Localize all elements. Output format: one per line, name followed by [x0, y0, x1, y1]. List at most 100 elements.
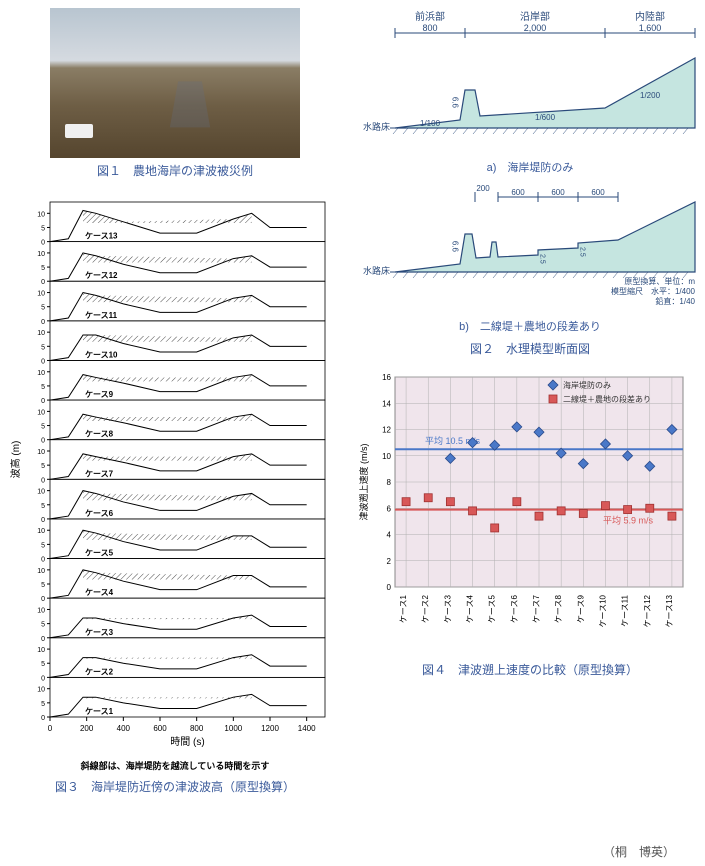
svg-text:16: 16: [382, 373, 391, 382]
svg-text:原型換算、単位：m: 原型換算、単位：m: [624, 276, 695, 286]
svg-text:0: 0: [41, 477, 45, 484]
svg-text:0: 0: [41, 319, 45, 326]
svg-text:5: 5: [41, 661, 45, 668]
fig1-caption: 図１ 農地海岸の津波被災例: [5, 162, 345, 179]
svg-text:ケース11: ケース11: [85, 311, 118, 320]
svg-text:10: 10: [37, 489, 45, 496]
svg-text:200: 200: [476, 184, 490, 193]
svg-text:6: 6: [387, 504, 392, 513]
fig2b-subcaption: b) 二線堤＋農地の段差あり: [355, 318, 705, 334]
fig2a-diagram: 前浜部 沿岸部 内陸部 800 2,000 1,600 水路床 1/100 6.6 1/600 1/…: [360, 8, 700, 151]
svg-text:ケース1: ケース1: [85, 707, 114, 716]
svg-text:10: 10: [37, 291, 45, 298]
svg-text:0: 0: [41, 596, 45, 603]
svg-text:0: 0: [41, 438, 45, 445]
svg-text:0: 0: [41, 557, 45, 564]
svg-text:600: 600: [591, 188, 605, 197]
svg-text:10: 10: [382, 452, 391, 461]
svg-text:0: 0: [41, 675, 45, 682]
svg-text:水路床: 水路床: [363, 121, 390, 132]
svg-text:2: 2: [387, 557, 392, 566]
svg-text:1/100: 1/100: [420, 119, 441, 128]
svg-text:ケース7: ケース7: [532, 594, 541, 623]
svg-text:ケース11: ケース11: [621, 594, 630, 626]
svg-text:1/200: 1/200: [640, 91, 661, 100]
svg-text:5: 5: [41, 265, 45, 272]
fig3-chart: 0510ケース130510ケース120510ケース110510ケース100510…: [5, 197, 335, 757]
svg-text:ケース10: ケース10: [85, 350, 118, 359]
svg-text:ケース1: ケース1: [399, 594, 408, 623]
fig2a-subcaption: a) 海岸堤防のみ: [355, 159, 705, 175]
svg-text:2.5: 2.5: [579, 247, 586, 257]
svg-text:平均 5.9 m/s: 平均 5.9 m/s: [603, 515, 654, 526]
svg-text:1400: 1400: [298, 724, 316, 733]
svg-text:600: 600: [511, 188, 525, 197]
svg-text:800: 800: [190, 724, 204, 733]
svg-text:5: 5: [41, 701, 45, 708]
svg-text:5: 5: [41, 463, 45, 470]
svg-text:模型縮尺 水平：1/400: 模型縮尺 水平：1/400: [611, 286, 696, 296]
svg-text:1/600: 1/600: [535, 113, 556, 122]
svg-text:5: 5: [41, 542, 45, 549]
svg-text:0: 0: [41, 358, 45, 365]
svg-text:10: 10: [37, 251, 45, 258]
svg-text:ケース10: ケース10: [598, 594, 607, 627]
svg-text:5: 5: [41, 622, 45, 629]
svg-text:ケース3: ケース3: [85, 628, 114, 637]
svg-text:800: 800: [422, 23, 437, 33]
svg-text:14: 14: [382, 399, 391, 408]
svg-text:10: 10: [37, 409, 45, 416]
svg-text:ケース13: ケース13: [85, 232, 118, 241]
svg-text:10: 10: [37, 568, 45, 575]
svg-text:6.6: 6.6: [451, 97, 460, 109]
svg-text:ケース5: ケース5: [85, 549, 114, 558]
svg-text:ケース12: ケース12: [85, 271, 118, 280]
svg-text:5: 5: [41, 305, 45, 312]
svg-text:0: 0: [41, 715, 45, 722]
fig3-footnote: 斜線部は、海岸堤防を越流している時間を示す: [5, 759, 345, 772]
svg-text:10: 10: [37, 607, 45, 614]
svg-text:5: 5: [41, 424, 45, 431]
svg-text:内陸部: 内陸部: [635, 10, 665, 23]
svg-text:0: 0: [41, 517, 45, 524]
svg-text:10: 10: [37, 449, 45, 456]
svg-text:ケース4: ケース4: [466, 594, 475, 623]
svg-text:ケース12: ケース12: [643, 594, 652, 627]
svg-text:沿岸部: 沿岸部: [520, 10, 550, 23]
svg-text:0: 0: [41, 636, 45, 643]
svg-text:12: 12: [382, 426, 391, 435]
fig4-caption: 図４ 津波遡上速度の比較（原型換算）: [355, 661, 705, 678]
svg-text:ケース8: ケース8: [554, 594, 563, 623]
svg-text:水路床: 水路床: [363, 265, 390, 276]
svg-text:600: 600: [153, 724, 167, 733]
fig4-chart: 0246810121416平均 10.5 m/s平均 5.9 m/sケース1ケー…: [355, 367, 695, 657]
fig2b-diagram: 200600600600水路床6.62.52.5原型換算、単位：m模型縮尺 水平…: [360, 177, 700, 310]
svg-text:5: 5: [41, 384, 45, 391]
svg-text:前浜部: 前浜部: [415, 10, 445, 23]
svg-text:5: 5: [41, 582, 45, 589]
svg-text:時間 (s): 時間 (s): [170, 736, 204, 748]
svg-text:ケース4: ケース4: [85, 588, 114, 597]
svg-text:200: 200: [80, 724, 94, 733]
svg-text:2,000: 2,000: [524, 23, 547, 33]
svg-text:波高 (m): 波高 (m): [9, 441, 22, 479]
svg-text:400: 400: [117, 724, 131, 733]
svg-text:鉛直：1/40: 鉛直：1/40: [655, 296, 695, 306]
svg-text:0: 0: [48, 724, 53, 733]
svg-text:10: 10: [37, 528, 45, 535]
svg-text:ケース2: ケース2: [421, 594, 430, 623]
svg-text:津波遡上速度 (m/s): 津波遡上速度 (m/s): [358, 444, 369, 521]
svg-text:1,600: 1,600: [639, 23, 662, 33]
svg-text:0: 0: [41, 279, 45, 286]
svg-text:ケース6: ケース6: [510, 594, 519, 623]
svg-text:ケース8: ケース8: [85, 430, 114, 439]
svg-text:1200: 1200: [261, 724, 279, 733]
svg-text:ケース6: ケース6: [85, 509, 114, 518]
svg-text:5: 5: [41, 503, 45, 510]
svg-text:1000: 1000: [224, 724, 242, 733]
svg-text:10: 10: [37, 647, 45, 654]
svg-text:0: 0: [41, 398, 45, 405]
svg-text:10: 10: [37, 687, 45, 694]
svg-text:二線堤＋農地の段差あり: 二線堤＋農地の段差あり: [563, 394, 651, 404]
photo-fig1: [50, 8, 300, 158]
